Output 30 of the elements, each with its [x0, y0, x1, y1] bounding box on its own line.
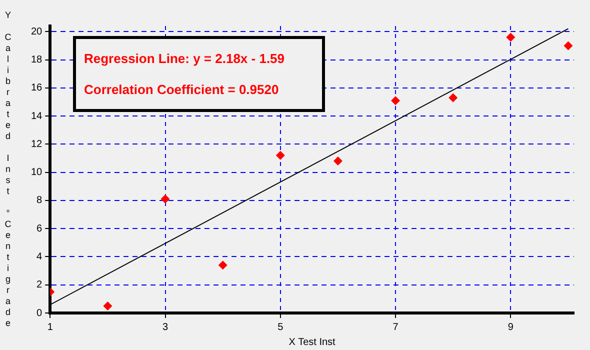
point	[218, 260, 228, 270]
point	[160, 194, 170, 204]
y-tick-label: 0	[36, 308, 43, 319]
note-box: Regression Line: y = 2.18x - 1.59 Correlation Coefficient = 0.9520	[73, 36, 325, 112]
y-tick-label: 12	[31, 138, 43, 150]
y-tick-label: 8	[36, 195, 43, 206]
annotation: Correlation Coefficient = 0.9520	[84, 82, 280, 97]
y-tick-label: 14	[31, 110, 43, 122]
x-tick-label: 7	[392, 322, 399, 333]
point	[391, 96, 400, 106]
point	[564, 41, 573, 50]
y-tick-label: 4	[36, 251, 43, 262]
x-tick-label: 1	[47, 322, 54, 333]
point	[333, 156, 342, 166]
point	[103, 301, 112, 310]
annotation: Regression Line: y = 2.18x - 1.59	[84, 51, 286, 66]
y-tick-label: 10	[31, 167, 43, 178]
y-tick-label: 20	[31, 26, 43, 38]
y-tick-label: 6	[36, 223, 43, 234]
point	[448, 93, 458, 102]
y-axis-title: Y Calibrated Inst °Centigrade	[3, 10, 13, 331]
y-tick-label: 18	[31, 54, 43, 66]
point	[506, 32, 516, 42]
point	[276, 150, 285, 160]
y-tick-label: 2	[36, 280, 43, 291]
x-tick-label: 3	[162, 322, 168, 333]
x-tick-label: 9	[508, 322, 514, 333]
x-tick-label: 5	[278, 322, 284, 333]
x-axis-title: X Test Inst	[288, 336, 336, 348]
y-tick-label: 16	[31, 82, 43, 94]
